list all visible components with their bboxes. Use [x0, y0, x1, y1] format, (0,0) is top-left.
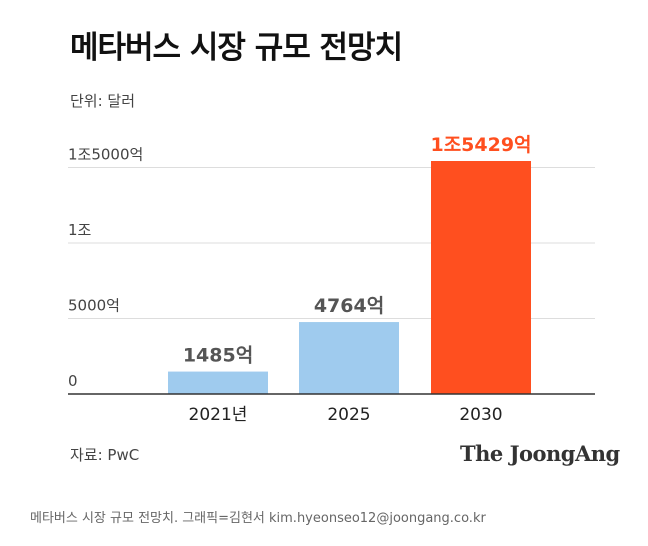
x-tick-label: 2021년: [189, 405, 248, 425]
chart-title: 메타버스 시장 규모 전망치: [70, 30, 403, 66]
data-label: 4764억: [314, 295, 384, 317]
bar: [299, 322, 399, 394]
unit-label: 단위: 달러: [70, 92, 136, 110]
image-caption: 메타버스 시장 규모 전망치. 그래픽=김현서 kim.hyeonseo12@j…: [30, 511, 486, 526]
publisher-logo: The JoongAng: [460, 441, 620, 466]
data-label: 1조5429억: [430, 134, 531, 156]
bar: [431, 161, 531, 394]
x-tick-label: 2030: [459, 405, 502, 425]
bar: [168, 371, 268, 394]
y-tick-label: 1조: [68, 221, 92, 239]
source-note: 자료: PwC: [70, 446, 140, 464]
y-tick-label: 1조5000억: [68, 145, 143, 163]
y-tick-label: 5000억: [68, 296, 120, 314]
x-tick-label: 2025: [327, 405, 370, 425]
y-tick-label: 0: [68, 372, 78, 390]
data-label: 1485억: [183, 345, 253, 367]
